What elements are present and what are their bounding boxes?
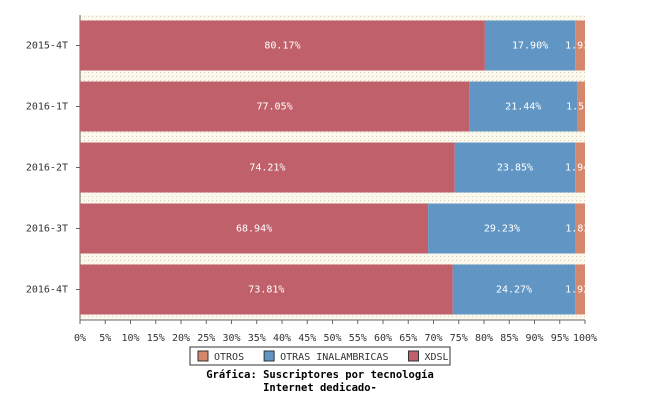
value-label: 23.85% xyxy=(497,163,533,174)
value-label: 29.23% xyxy=(484,224,520,235)
bar-segment xyxy=(452,264,576,315)
bar-segment xyxy=(577,81,585,132)
value-label: 74.21% xyxy=(249,163,285,174)
y-tick-label: 2016-3T xyxy=(26,224,68,235)
value-label: 1.93% xyxy=(565,41,595,52)
value-label: 21.44% xyxy=(505,102,541,113)
x-tick-label: 20% xyxy=(172,333,190,344)
bar-segment xyxy=(469,81,578,132)
value-label: 24.27% xyxy=(496,285,532,296)
legend-swatch xyxy=(263,350,275,362)
legend-swatch xyxy=(197,350,209,362)
x-tick-label: 80% xyxy=(475,333,493,344)
value-label: 1.92% xyxy=(565,285,595,296)
x-tick-label: 25% xyxy=(197,333,215,344)
y-tick-label: 2015-4T xyxy=(26,41,68,52)
x-tick-label: 30% xyxy=(222,333,240,344)
x-tick-label: 5% xyxy=(99,333,111,344)
legend xyxy=(189,346,451,366)
bar-segment xyxy=(80,203,429,254)
x-tick-label: 60% xyxy=(374,333,392,344)
y-tick-label: 2016-2T xyxy=(26,163,68,174)
x-tick-label: 85% xyxy=(500,333,518,344)
bar-segment xyxy=(80,142,455,193)
bars: 80.17% 17.90% 1.93% 77.05% 21.44% 1.51% 74.21%… xyxy=(80,20,596,315)
legend-label: OTRAS INALAMBRICAS xyxy=(280,352,388,363)
value-label: 80.17% xyxy=(264,41,300,52)
legend-label: XDSL xyxy=(424,352,448,363)
chart-subtitle: Internet dedicado- xyxy=(263,382,377,394)
bar-segment xyxy=(80,264,453,315)
bar-segment xyxy=(80,20,485,71)
bar-segment xyxy=(428,203,576,254)
y-tick-label: 2016-1T xyxy=(26,102,68,113)
x-tick-label: 90% xyxy=(525,333,543,344)
x-tick-label: 10% xyxy=(121,333,139,344)
x-tick-label: 0% xyxy=(74,333,86,344)
bar-segment xyxy=(575,142,585,193)
value-label: 77.05% xyxy=(256,102,292,113)
x-tick-label: 65% xyxy=(399,333,417,344)
x-tick-label: 40% xyxy=(273,333,291,344)
bar-segment xyxy=(454,142,576,193)
x-tick-label: 15% xyxy=(147,333,165,344)
x-tick-label: 75% xyxy=(450,333,468,344)
x-tick-label: 50% xyxy=(323,333,341,344)
legend-label: OTROS xyxy=(214,352,244,363)
value-label: 1.83% xyxy=(565,224,595,235)
bar-segment xyxy=(575,203,585,254)
x-tick-label: 70% xyxy=(424,333,442,344)
value-label: 1.94% xyxy=(565,163,595,174)
bar-segment xyxy=(575,264,585,315)
legend-swatch xyxy=(407,350,419,362)
x-tick-label: 55% xyxy=(349,333,367,344)
chart-title: Gráfica: Suscriptores por tecnología xyxy=(206,369,434,381)
bar-segment xyxy=(575,20,585,71)
value-label: 1.51% xyxy=(566,102,596,113)
x-tick-label: 35% xyxy=(248,333,266,344)
x-tick-label: 100% xyxy=(573,333,597,344)
y-tick-label: 2016-4T xyxy=(26,285,68,296)
bar-segment xyxy=(484,20,576,71)
value-label: 17.90% xyxy=(512,41,548,52)
value-label: 73.81% xyxy=(248,285,284,296)
x-tick-label: 95% xyxy=(551,333,569,344)
x-tick-label: 45% xyxy=(298,333,316,344)
value-label: 68.94% xyxy=(236,224,272,235)
bar-segment xyxy=(80,81,470,132)
